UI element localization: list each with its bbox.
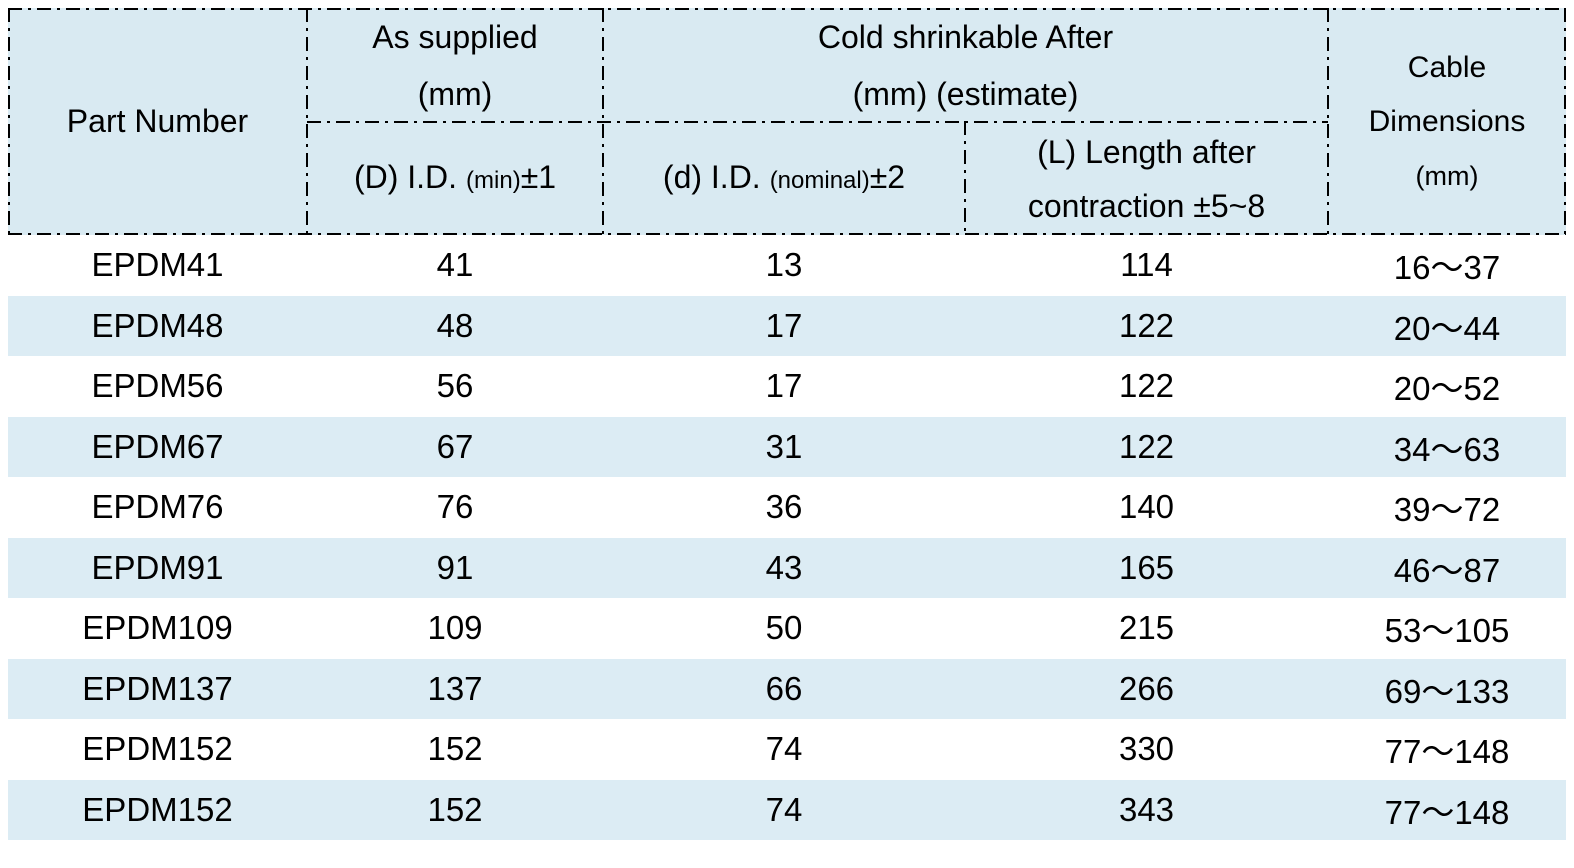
cell-supplied-id: 152 — [427, 730, 483, 768]
cell-cable: 77～148 — [1384, 793, 1510, 831]
cell-length: 330 — [1118, 730, 1175, 768]
cell-length: 140 — [1118, 488, 1175, 526]
table-row: EPDM76 76 36 140 39～72 — [8, 477, 1566, 538]
cell-cable: 34～63 — [1393, 430, 1501, 468]
d-id-nominal-tol: ±2 — [869, 159, 906, 195]
cell-length: 114 — [1120, 246, 1173, 284]
cell-shrink-id: 17 — [765, 367, 803, 405]
cell-supplied-id: 76 — [436, 488, 474, 526]
cell-supplied-id: 109 — [427, 609, 483, 647]
cell-supplied-id: 91 — [436, 548, 474, 586]
table-row: EPDM48 48 17 122 20～44 — [8, 295, 1566, 356]
d-id-nominal-small: (nominal) — [769, 167, 870, 194]
header-cold-shrinkable-line1: Cold shrinkable After — [817, 18, 1114, 55]
header-length-line1: (L) Length after — [1037, 134, 1256, 170]
header-d-id-nominal-text: (d) I.D. (nominal)±2 — [663, 149, 905, 209]
d-id-tol: ±1 — [520, 159, 557, 195]
cell-part: EPDM137 — [82, 669, 233, 707]
cell-part: EPDM109 — [82, 609, 233, 647]
epdm-spec-table: Part Number As supplied (mm) Cold shrink… — [8, 8, 1566, 840]
table-row: EPDM152 152 74 343 77～148 — [8, 779, 1566, 840]
table-row: EPDM152 152 74 330 77～148 — [8, 719, 1566, 780]
cell-length: 122 — [1118, 427, 1175, 465]
cell-part: EPDM152 — [82, 730, 233, 768]
header-part-number: Part Number — [8, 8, 307, 235]
border-right — [1564, 8, 1566, 235]
cell-part: EPDM56 — [91, 367, 224, 405]
cell-supplied-id: 137 — [427, 669, 483, 707]
cell-cable: 69～133 — [1384, 672, 1510, 710]
border-bottom — [8, 233, 1566, 235]
cell-shrink-id: 13 — [765, 246, 803, 284]
header-cold-shrinkable: Cold shrinkable After (mm) (estimate) — [603, 8, 1328, 123]
cell-cable: 77～148 — [1384, 733, 1510, 771]
cell-cable: 16～37 — [1393, 249, 1501, 287]
cell-supplied-id: 67 — [436, 427, 474, 465]
table-row: EPDM137 137 66 266 69～133 — [8, 658, 1566, 719]
cell-length: 215 — [1118, 609, 1175, 647]
border-col3-sub — [964, 121, 966, 235]
cell-cable: 46～87 — [1393, 551, 1501, 589]
table-row: EPDM91 91 43 165 46～87 — [8, 537, 1566, 598]
header-length-after: (L) Length after contraction ±5~8 — [965, 123, 1328, 235]
cell-supplied-id: 48 — [436, 306, 474, 344]
cell-length: 165 — [1118, 548, 1175, 586]
cell-supplied-id: 152 — [427, 790, 483, 828]
header-as-supplied: As supplied (mm) — [307, 8, 603, 123]
cell-cable: 20～52 — [1393, 370, 1501, 408]
cell-part: EPDM152 — [82, 790, 233, 828]
cell-length: 266 — [1118, 669, 1175, 707]
header-cable-line1: Cable — [1407, 50, 1487, 84]
border-left — [8, 8, 10, 235]
header-cable-line2: Dimensions — [1368, 104, 1526, 138]
d-id-small: (min) — [466, 167, 521, 194]
cell-cable: 20～44 — [1393, 309, 1501, 347]
header-d-id-nominal: (d) I.D. (nominal)±2 — [603, 123, 965, 235]
cell-shrink-id: 66 — [765, 669, 803, 707]
cell-shrink-id: 17 — [765, 306, 803, 344]
cell-length: 343 — [1118, 790, 1175, 828]
cell-length: 122 — [1118, 367, 1175, 405]
border-top — [8, 8, 1566, 10]
border-header-divider — [307, 121, 1328, 123]
d-id-nominal-main: (d) I.D. — [662, 159, 761, 195]
cell-supplied-id: 56 — [436, 367, 474, 405]
cell-cable: 53～105 — [1384, 612, 1510, 650]
table-body: EPDM41 41 13 114 16～37 EPDM48 48 17 122 … — [8, 235, 1566, 840]
cell-shrink-id: 74 — [765, 790, 803, 828]
cell-shrink-id: 36 — [765, 488, 803, 526]
header-length-line2: contraction ±5~8 — [1027, 188, 1266, 224]
cell-part: EPDM41 — [91, 246, 224, 284]
border-col4 — [1327, 8, 1329, 235]
table-header: Part Number As supplied (mm) Cold shrink… — [8, 8, 1566, 235]
cell-length: 122 — [1118, 306, 1175, 344]
table-row: EPDM41 41 13 114 16～37 — [8, 235, 1566, 296]
table-row: EPDM109 109 50 215 53～105 — [8, 598, 1566, 659]
cell-part: EPDM67 — [91, 427, 224, 465]
header-as-supplied-line2: (mm) — [417, 75, 493, 112]
header-d-id-min-text: (D) I.D. (min)±1 — [354, 149, 556, 209]
header-as-supplied-line1: As supplied — [372, 18, 538, 55]
cell-supplied-id: 41 — [436, 246, 474, 284]
cell-shrink-id: 74 — [765, 730, 803, 768]
header-cable-dimensions: Cable Dimensions (mm) — [1328, 8, 1566, 235]
header-cable-line3: (mm) — [1415, 160, 1479, 191]
cell-cable: 39～72 — [1393, 491, 1501, 529]
border-col1 — [306, 8, 308, 235]
table-row: EPDM67 67 31 122 34～63 — [8, 416, 1566, 477]
cell-part: EPDM91 — [91, 548, 224, 586]
border-col2 — [602, 8, 604, 235]
cell-part: EPDM76 — [91, 488, 224, 526]
cell-shrink-id: 50 — [765, 609, 803, 647]
table-row: EPDM56 56 17 122 20～52 — [8, 356, 1566, 417]
header-part-number-label: Part Number — [66, 103, 249, 139]
header-d-id-min: (D) I.D. (min)±1 — [307, 123, 603, 235]
d-id-main: (D) I.D. — [353, 159, 458, 195]
cell-shrink-id: 43 — [765, 548, 803, 586]
cell-part: EPDM48 — [91, 306, 224, 344]
header-cold-shrinkable-line2: (mm) (estimate) — [852, 75, 1079, 112]
cell-shrink-id: 31 — [765, 427, 803, 465]
